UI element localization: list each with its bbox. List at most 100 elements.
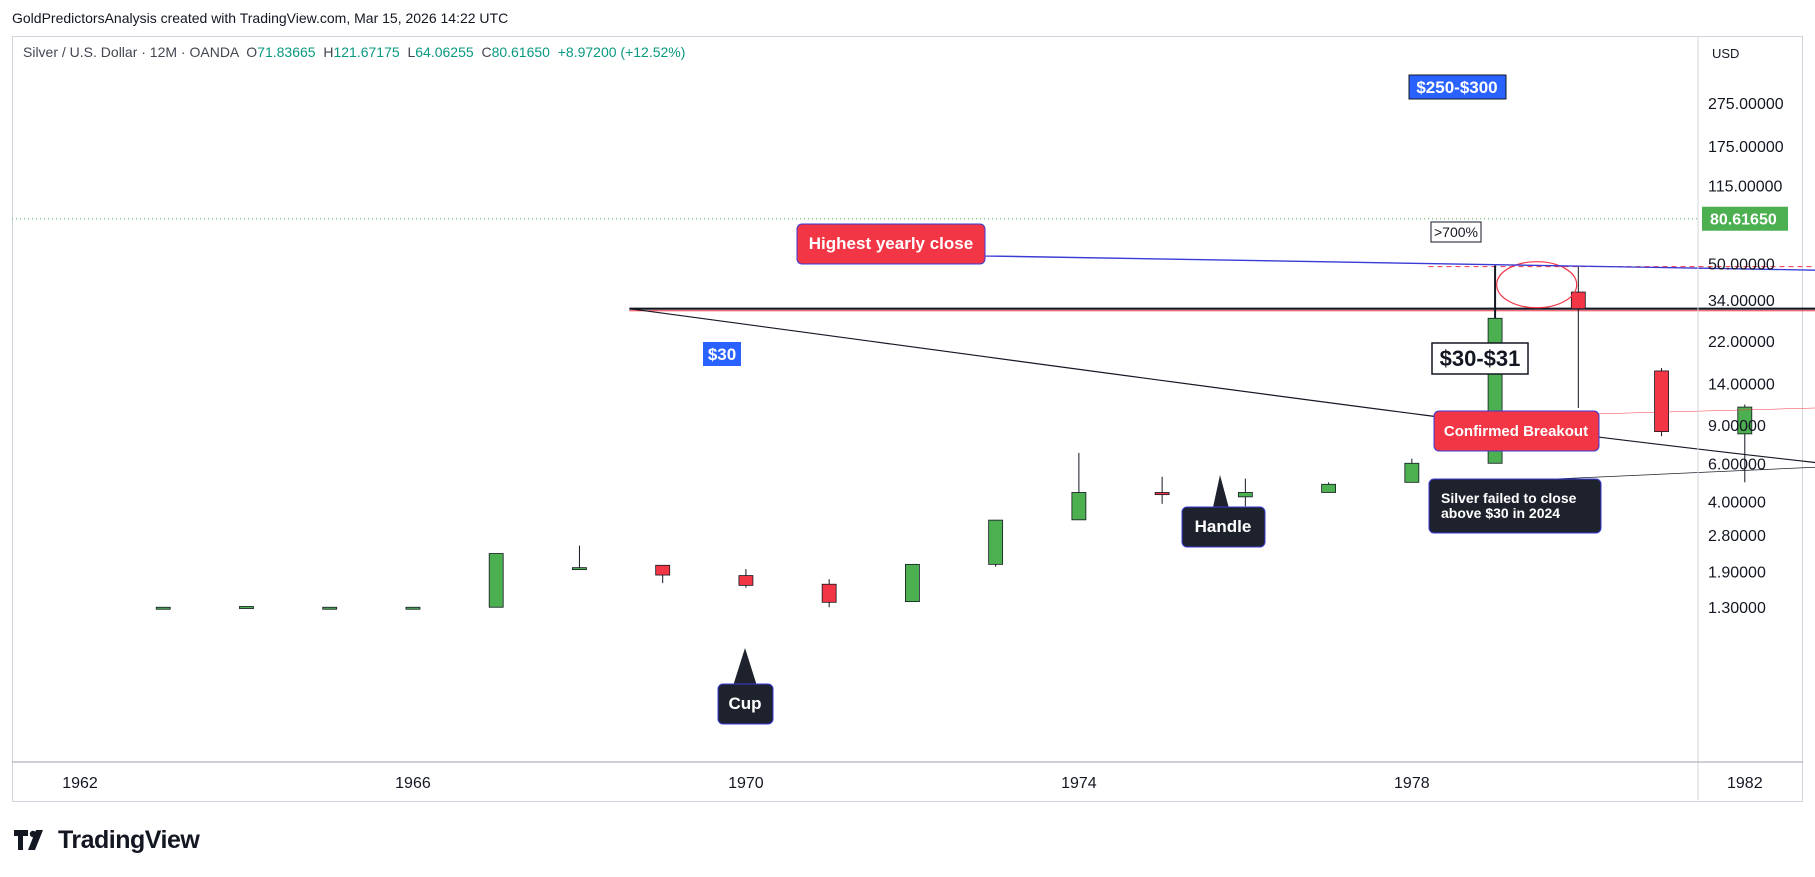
zone-box: [1431, 342, 1529, 375]
candle-body: [821, 583, 837, 603]
open-value: 71.83665: [257, 44, 316, 60]
candle-1982: [1737, 404, 1753, 483]
cup-pointer: [733, 648, 757, 686]
candle-body: [988, 519, 1004, 565]
candle-1967: [488, 553, 504, 608]
tradingview-logo[interactable]: TradingView: [14, 826, 200, 855]
close-label: C: [481, 44, 492, 60]
highest-close-label: Highest yearly close: [809, 234, 973, 253]
candle-body: [488, 553, 504, 608]
x-tick-label: 1970: [728, 775, 764, 792]
candle-1969: [655, 564, 671, 584]
tradingview-logo-icon: [14, 829, 43, 850]
failed-label-line2: above $30 in 2024: [1441, 505, 1560, 521]
candle-1974: [1071, 452, 1087, 521]
y-tick-label: 4.00000: [1708, 494, 1766, 511]
candle-body: [1154, 492, 1170, 496]
y-tick-label: 175.00000: [1708, 139, 1784, 156]
level-30-tag: [703, 342, 741, 366]
candle-1966: [405, 606, 421, 610]
candles: [155, 265, 1753, 610]
x-tick-label: 1966: [395, 775, 431, 792]
level-30-label: $30: [708, 345, 736, 364]
y-tick-label: 2.80000: [1708, 528, 1766, 545]
candle-1975: [1154, 476, 1170, 504]
candle-body: [155, 606, 171, 610]
candle-body: [1071, 492, 1087, 521]
candle-1981: [1654, 368, 1669, 437]
cup-curve: [629, 308, 1815, 464]
candle-1972: [905, 563, 920, 603]
low-value: 64.06255: [415, 44, 474, 60]
y-tick-label: 275.00000: [1708, 96, 1784, 113]
zone-label: $30-$31: [1440, 346, 1521, 371]
high-value: 121.67175: [333, 44, 400, 60]
low-label: L: [407, 44, 416, 60]
last-price-label: 80.61650: [1710, 212, 1777, 229]
handle-pointer: [1212, 475, 1230, 512]
candle-1971: [821, 579, 837, 608]
currency-button[interactable]: USD: [1712, 46, 1740, 61]
chart-credit: GoldPredictorsAnalysis created with Trad…: [12, 10, 509, 26]
x-tick-label: 1978: [1394, 775, 1430, 792]
x-tick-label: 1962: [62, 775, 98, 792]
symbol-name: Silver / U.S. Dollar · 12M · OANDA: [23, 44, 239, 60]
breakout-label: Confirmed Breakout: [1444, 423, 1588, 440]
tradingview-logo-text: TradingView: [58, 826, 200, 854]
candle-body: [1737, 406, 1753, 435]
candle-1964: [239, 606, 254, 609]
y-tick-label: 14.00000: [1708, 377, 1775, 394]
candle-1978: [1404, 458, 1420, 483]
target-tag: [1408, 74, 1507, 100]
candle-body: [1237, 492, 1253, 498]
change-value: +8.97200 (+12.52%): [557, 44, 686, 60]
candle-1973: [988, 519, 1004, 567]
candle-body: [1404, 462, 1420, 483]
symbol-legend[interactable]: Silver / U.S. Dollar · 12M · OANDA O71.8…: [23, 44, 685, 60]
high-label: H: [323, 44, 334, 60]
candle-body: [1321, 483, 1336, 493]
high-ellipse-1980: [1496, 261, 1578, 309]
horizontal-levels: [12, 218, 1815, 312]
candle-body: [572, 567, 587, 571]
y-tick-label: 22.00000: [1708, 334, 1775, 351]
candle-body: [322, 606, 338, 610]
candle-body: [905, 563, 920, 603]
failed-pointer: [1434, 466, 1815, 484]
cup-callout: [717, 683, 774, 725]
failed-callout: [1428, 478, 1602, 534]
close-value: 80.61650: [491, 44, 550, 60]
y-tick-label: 1.90000: [1708, 565, 1766, 582]
pattern-curves: [629, 308, 1815, 464]
pct-700-box: [1430, 221, 1482, 243]
y-tick-label: 34.00000: [1708, 293, 1775, 310]
cup-label: Cup: [728, 694, 761, 713]
candle-1980: [1570, 266, 1586, 408]
candle-body: [1570, 291, 1586, 310]
handle-callout: [1181, 506, 1266, 548]
x-tick-label: 1982: [1727, 775, 1763, 792]
candle-body: [405, 606, 421, 610]
highest-close-pointer: [974, 255, 1815, 271]
candle-1968: [572, 545, 587, 571]
highest-close-callout: [796, 223, 986, 265]
handle-label: Handle: [1195, 517, 1252, 536]
target-label: $250-$300: [1416, 78, 1497, 97]
candle-1963: [155, 606, 171, 610]
y-tick-label: 1.30000: [1708, 600, 1766, 617]
y-tick-label: 115.00000: [1708, 178, 1783, 195]
last-price-tag: [1702, 206, 1788, 231]
y-tick-label: 9.00000: [1708, 418, 1766, 435]
candle-1965: [322, 606, 338, 610]
y-tick-label: 6.00000: [1708, 456, 1766, 473]
candle-1977: [1321, 482, 1336, 493]
open-label: O: [246, 44, 258, 60]
candle-1970: [738, 569, 754, 588]
candle-body: [239, 606, 254, 609]
breakout-callout: [1433, 410, 1600, 452]
chart-frame: [12, 36, 1803, 802]
candle-body: [655, 564, 671, 576]
candle-body: [738, 575, 754, 586]
